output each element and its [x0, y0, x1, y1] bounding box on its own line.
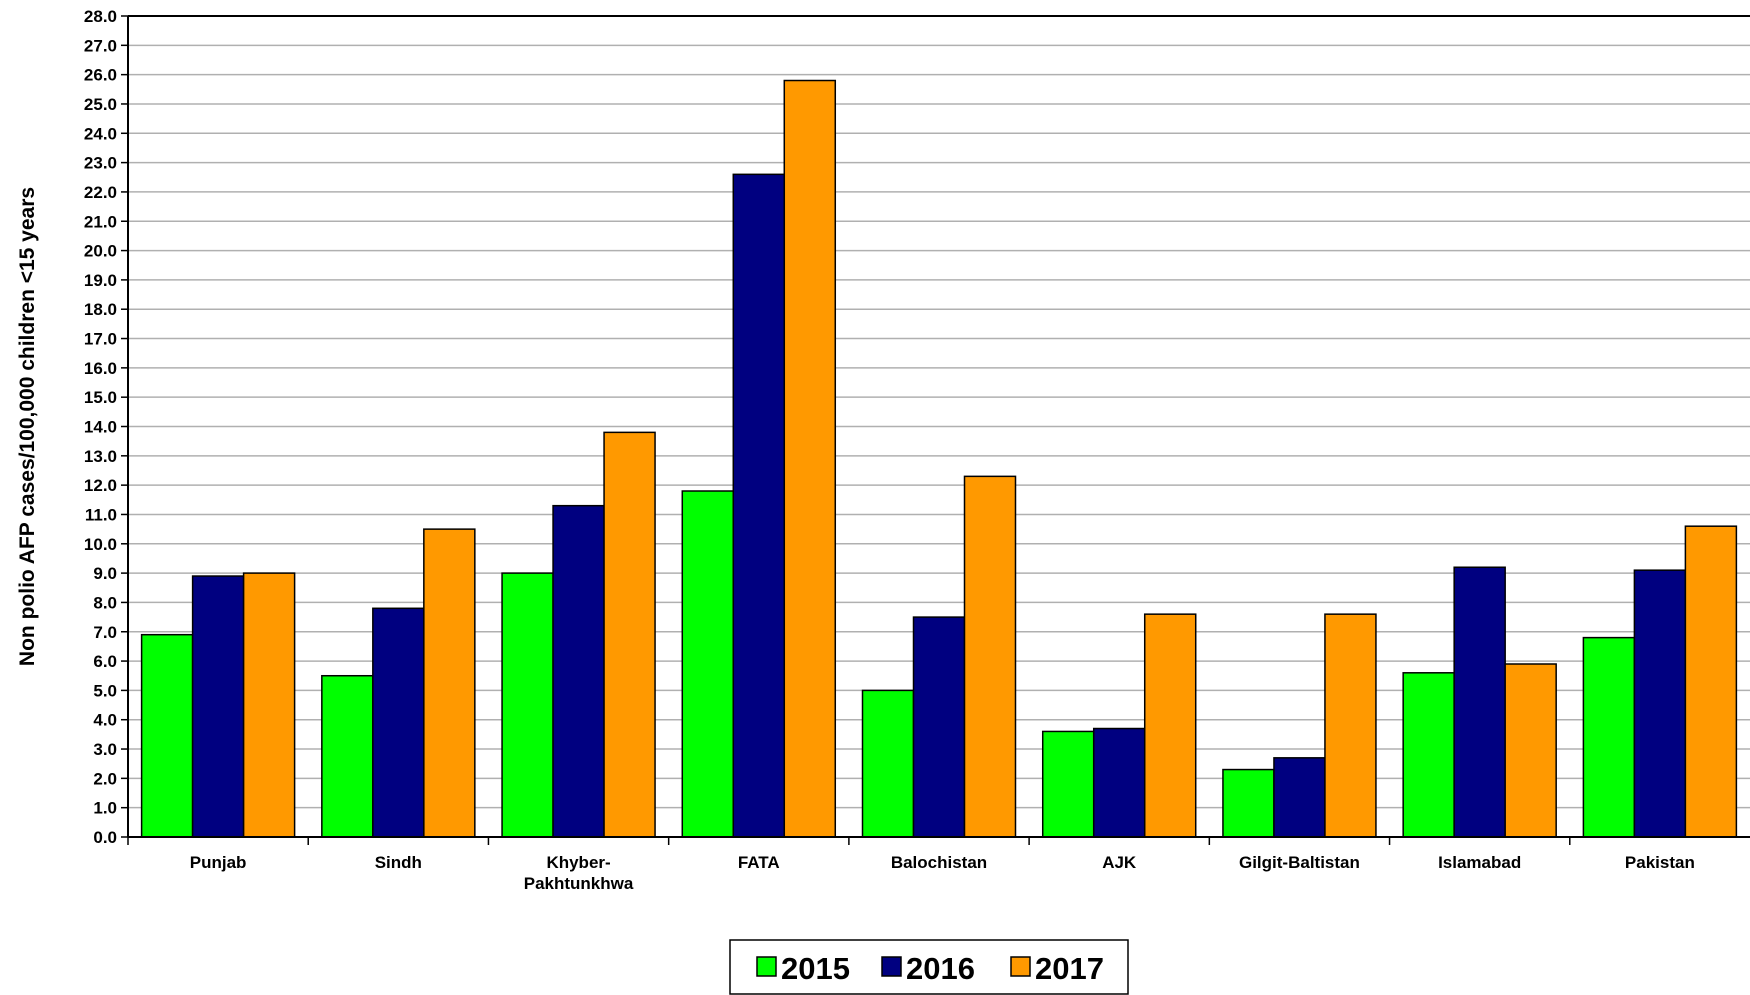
bar-2015-sindh	[321, 674, 374, 838]
y-tick-label: 11.0	[85, 505, 117, 524]
bar-2017-balochistan	[963, 475, 1017, 838]
y-tick-label: 0.0	[93, 828, 117, 847]
bar-2015-islamabad	[1402, 672, 1455, 838]
bar-2015-fata	[681, 490, 735, 838]
legend: 2015 2016 2017	[729, 939, 1129, 995]
x-tick-label: Gilgit-Baltistan	[1239, 853, 1360, 872]
y-tick-label: 18.0	[84, 300, 117, 319]
bar-2017-sindh	[423, 528, 476, 838]
y-tick-label: 12.0	[84, 476, 117, 495]
bar-2016-islamabad	[1453, 566, 1506, 838]
y-tick-label: 22.0	[84, 183, 117, 202]
y-tick-label: 4.0	[93, 711, 117, 730]
bar-2017-khyber-pakhtunkhwa	[603, 431, 656, 838]
y-tick-label: 8.0	[93, 593, 117, 612]
bar-2015-balochistan	[861, 689, 915, 838]
legend-label-2015: 2015	[781, 951, 850, 986]
bars	[140, 79, 1738, 838]
legend-swatch-2016	[881, 956, 902, 977]
y-tick-label: 26.0	[84, 66, 117, 85]
bar-2015-punjab	[140, 633, 194, 838]
x-tick-label: Khyber-Pakhtunkhwa	[524, 853, 634, 893]
y-tick-label: 25.0	[84, 95, 117, 114]
legend-label-2016: 2016	[906, 951, 975, 986]
bar-2016-balochistan	[912, 616, 966, 838]
bar-2016-punjab	[191, 575, 245, 838]
y-tick-label: 6.0	[93, 652, 117, 671]
bar-2015-pakistan	[1582, 636, 1636, 838]
y-tick-label: 13.0	[84, 447, 117, 466]
bar-2017-ajk	[1143, 613, 1197, 838]
y-tick-label: 1.0	[93, 799, 117, 818]
bar-2015-khyber-pakhtunkhwa	[501, 572, 554, 838]
y-tick-label: 10.0	[84, 535, 117, 554]
x-tick-label: Punjab	[190, 853, 247, 872]
x-axis-labels: Punjab Sindh Khyber-Pakhtunkhwa FATA Balochi…	[190, 853, 1695, 893]
x-tick-label: Balochistan	[891, 853, 987, 872]
legend-swatch-2015	[756, 956, 777, 977]
bar-2017-gilgit-baltistan	[1324, 613, 1377, 838]
y-tick-label: 17.0	[84, 330, 117, 349]
x-tick-label: Islamabad	[1438, 853, 1521, 872]
bar-2015-gilgit-baltistan	[1222, 768, 1275, 838]
legend-label-2017: 2017	[1035, 951, 1104, 986]
axes	[127, 15, 1750, 845]
y-tick-label: 21.0	[84, 212, 117, 231]
legend-swatch-2017	[1010, 956, 1031, 977]
bar-2017-fata	[783, 79, 837, 838]
bar-2017-punjab	[242, 572, 296, 838]
bar-2016-ajk	[1092, 727, 1146, 838]
y-tick-label: 16.0	[84, 359, 117, 378]
y-tick-label: 3.0	[93, 740, 117, 759]
y-tick-label: 14.0	[84, 418, 117, 437]
y-tick-label: 15.0	[84, 388, 117, 407]
bar-2016-gilgit-baltistan	[1273, 757, 1326, 838]
bar-2016-sindh	[372, 607, 425, 838]
bar-2016-khyber-pakhtunkhwa	[552, 504, 605, 838]
y-axis-title: Non polio AFP cases/100,000 children <15…	[16, 187, 39, 666]
y-tick-label: 9.0	[93, 564, 117, 583]
x-tick-label: AJK	[1102, 853, 1137, 872]
y-tick-label: 24.0	[84, 124, 117, 143]
bar-2017-pakistan	[1684, 525, 1738, 838]
y-tick-label: 19.0	[84, 271, 117, 290]
y-tick-label: 2.0	[93, 769, 117, 788]
bar-2016-pakistan	[1633, 569, 1687, 838]
y-tick-label: 20.0	[84, 242, 117, 261]
x-tick-label: Sindh	[375, 853, 422, 872]
legend-box	[729, 939, 1129, 995]
bar-2017-islamabad	[1504, 663, 1557, 838]
y-tick-label: 27.0	[84, 36, 117, 55]
y-tick-label: 28.0	[84, 7, 117, 26]
y-tick-label: 7.0	[93, 623, 117, 642]
x-tick-label: FATA	[738, 853, 780, 872]
y-axis-ticks: 0.0 1.0 2.0 3.0 4.0 5.0 6.0 7.0 8.0 9.0 10.0 11.0 12…	[84, 7, 128, 847]
bar-2015-ajk	[1041, 730, 1095, 838]
x-tick-label: Pakistan	[1625, 853, 1695, 872]
y-tick-label: 23.0	[84, 154, 117, 173]
bar-2016-fata	[732, 173, 786, 838]
y-tick-label: 5.0	[93, 681, 117, 700]
